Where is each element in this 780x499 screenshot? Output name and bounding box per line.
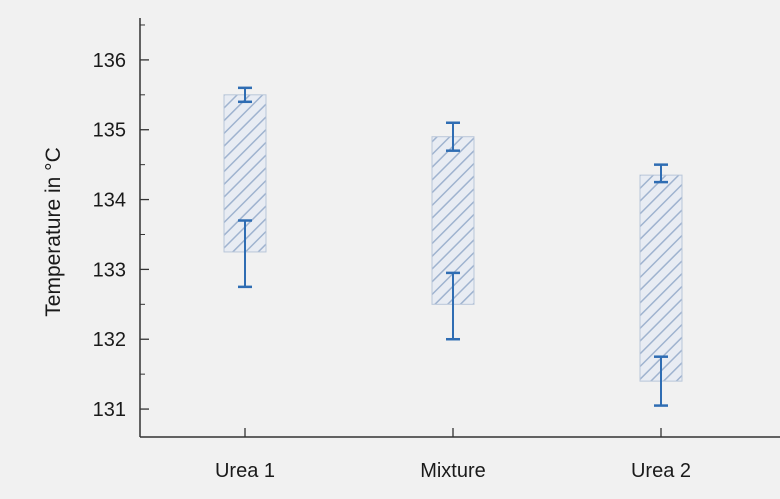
y-tick-label: 131 xyxy=(93,399,126,421)
x-tick-label: Mixture xyxy=(420,460,486,482)
x-tick-label: Urea 2 xyxy=(631,460,691,482)
y-tick-label: 134 xyxy=(93,190,126,212)
y-tick-label: 135 xyxy=(93,120,126,142)
x-tick-label: Urea 1 xyxy=(215,460,275,482)
y-tick-label: 132 xyxy=(93,329,126,351)
plot-area: 131 132 133 134 135 136 Urea 1 Mixture Urea 2 xyxy=(93,18,780,482)
y-tick-label: 133 xyxy=(93,259,126,281)
box-2 xyxy=(639,174,683,382)
y-axis-title: Temperature in °C xyxy=(42,147,65,316)
y-tick-label: 136 xyxy=(93,50,126,72)
